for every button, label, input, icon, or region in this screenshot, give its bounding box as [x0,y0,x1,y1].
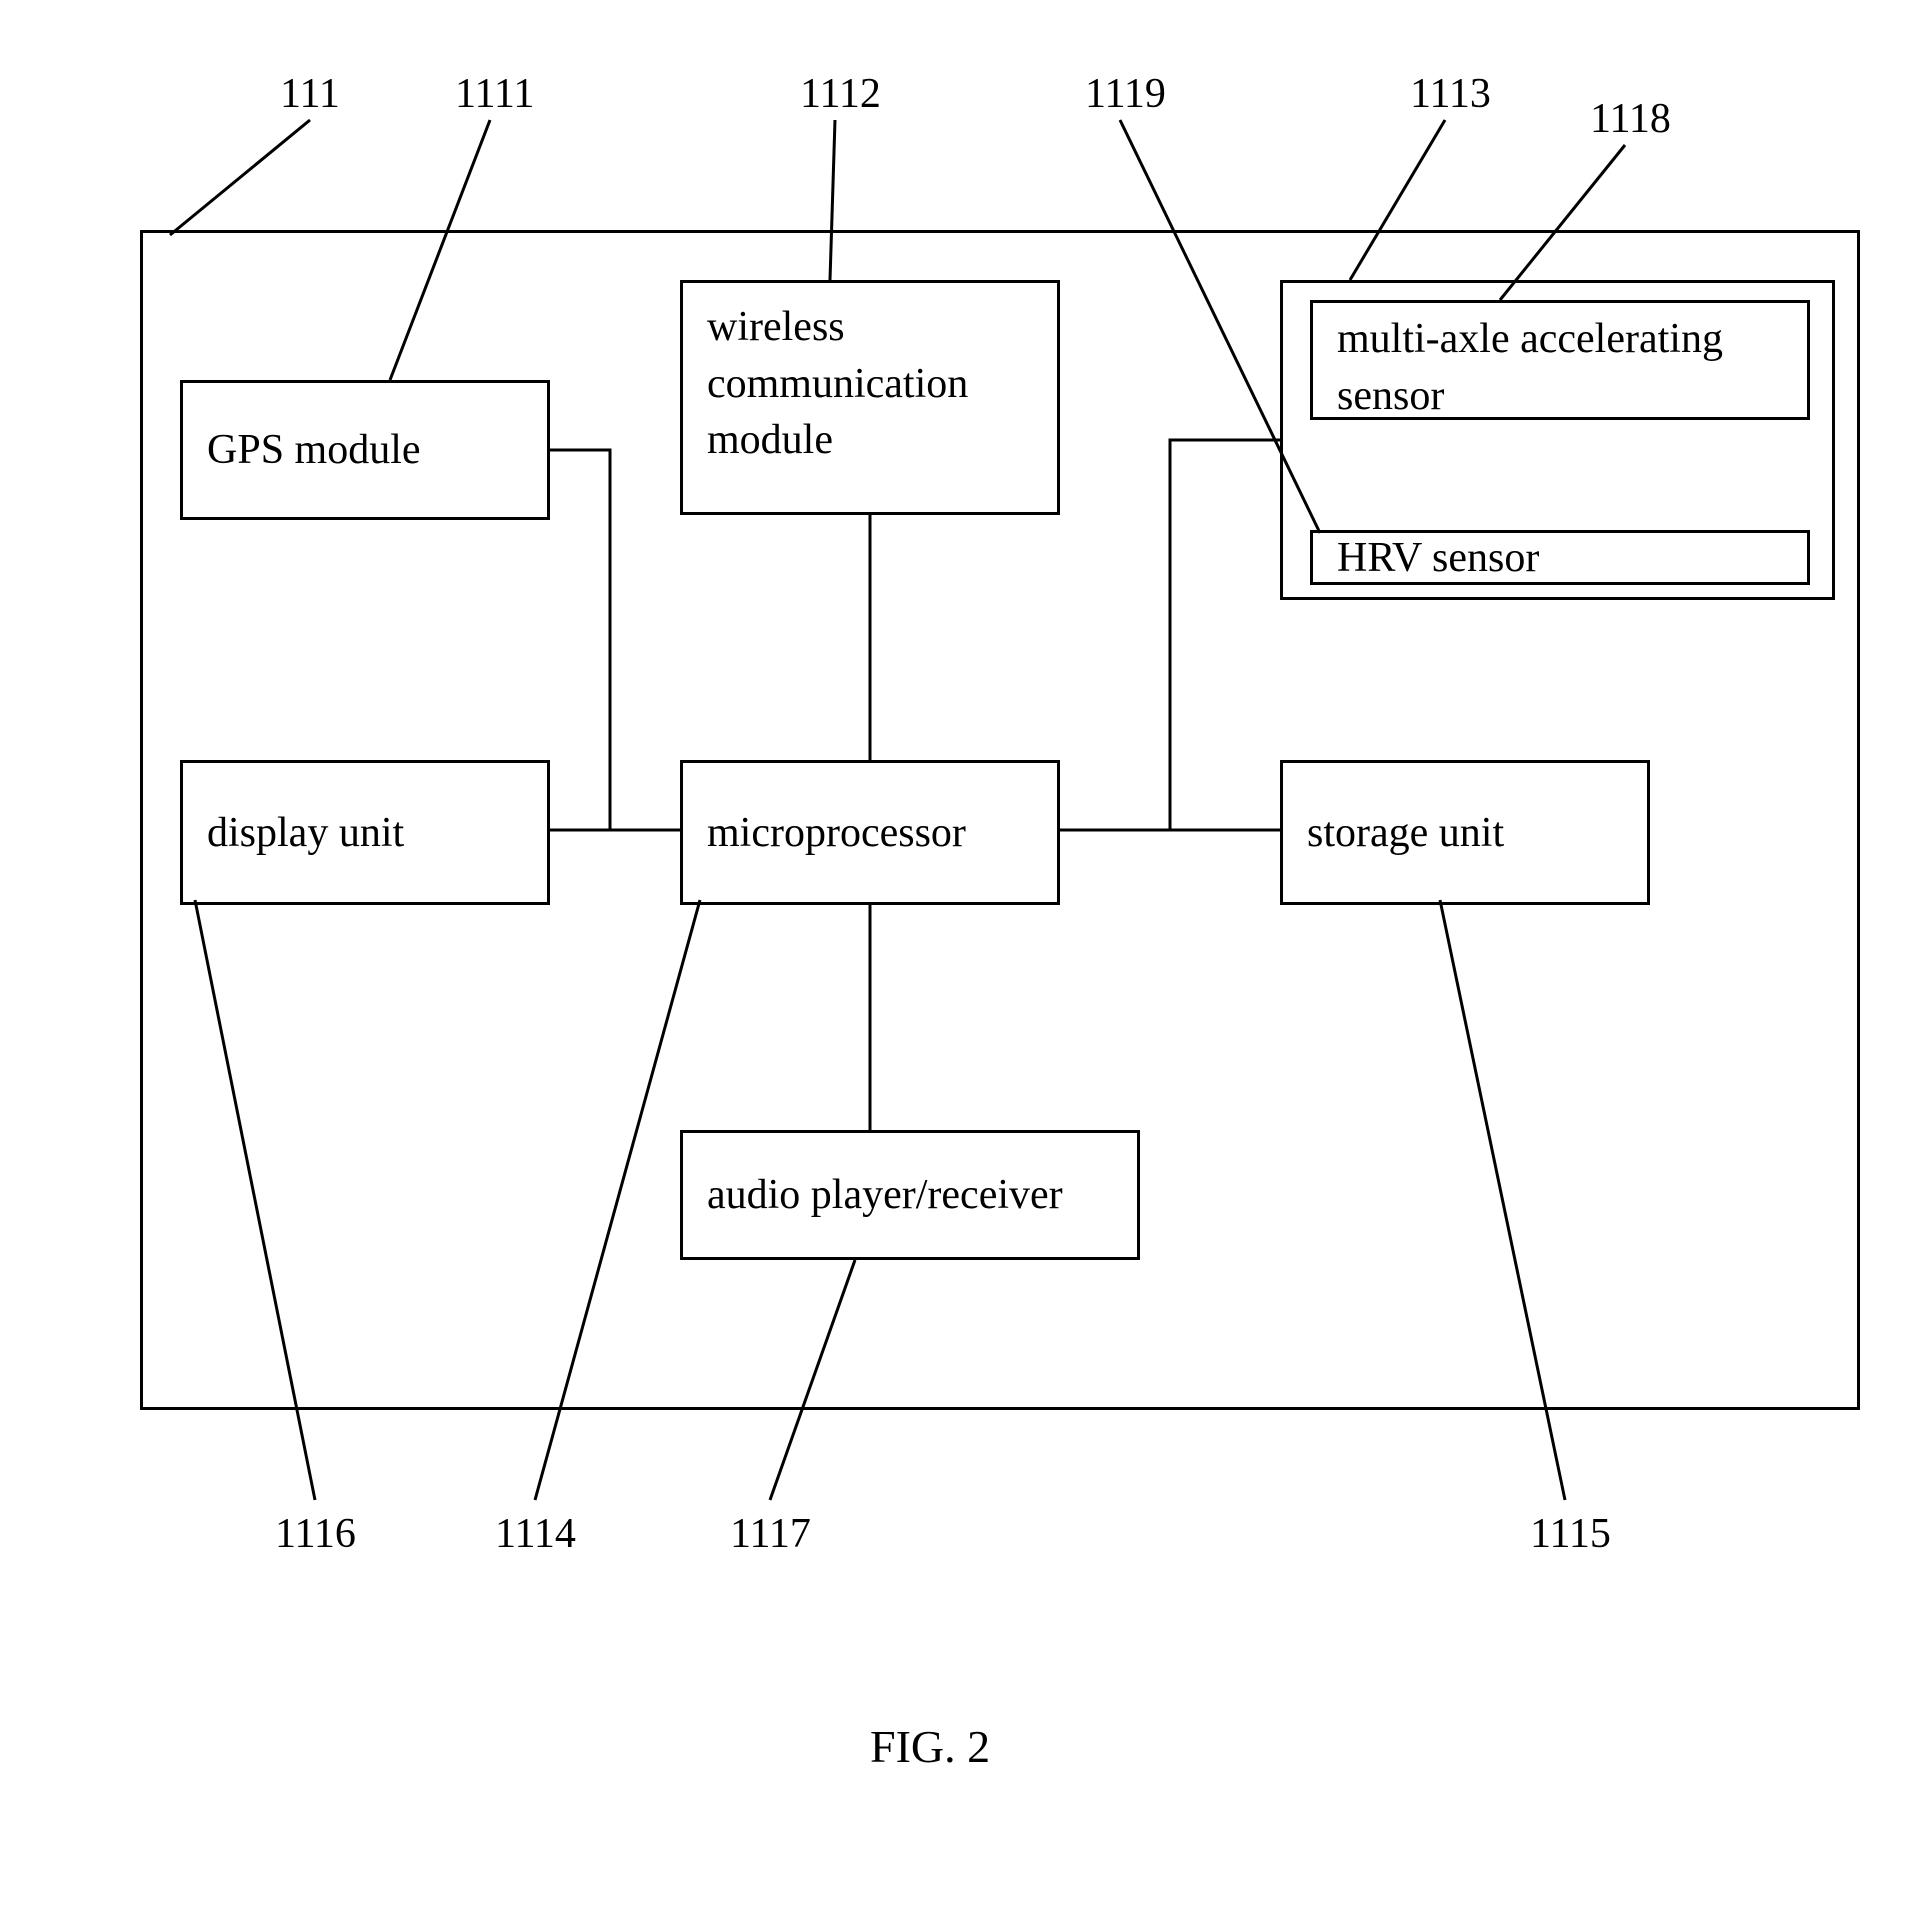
accel-sensor-label: multi-axle accelerating sensor [1337,311,1723,420]
ref-111: 111 [280,70,340,118]
lead-111 [170,120,310,235]
ref-1114: 1114 [495,1510,576,1558]
gps-module-label: GPS module [207,426,421,474]
ref-1115: 1115 [1530,1510,1611,1558]
ref-1119: 1119 [1085,70,1166,118]
diagram-stage: GPS module wireless communication module… [0,0,1905,1920]
microprocessor-block: microprocessor [680,760,1060,905]
ref-1112: 1112 [800,70,881,118]
wireless-module-label: wireless communication module [707,299,968,469]
hrv-sensor-label: HRV sensor [1337,534,1539,582]
wireless-module-block: wireless communication module [680,280,1060,515]
ref-1118: 1118 [1590,95,1671,143]
storage-unit-block: storage unit [1280,760,1650,905]
accel-sensor-block: multi-axle accelerating sensor [1310,300,1810,420]
figure-caption: FIG. 2 [870,1720,990,1773]
gps-module-block: GPS module [180,380,550,520]
display-unit-block: display unit [180,760,550,905]
hrv-sensor-block: HRV sensor [1310,530,1810,585]
display-unit-label: display unit [207,809,404,857]
microprocessor-label: microprocessor [707,809,966,857]
ref-1116: 1116 [275,1510,356,1558]
ref-1113: 1113 [1410,70,1491,118]
ref-1117: 1117 [730,1510,811,1558]
storage-unit-label: storage unit [1307,809,1504,857]
audio-label: audio player/receiver [707,1171,1063,1219]
audio-block: audio player/receiver [680,1130,1140,1260]
ref-1111: 1111 [455,70,534,118]
